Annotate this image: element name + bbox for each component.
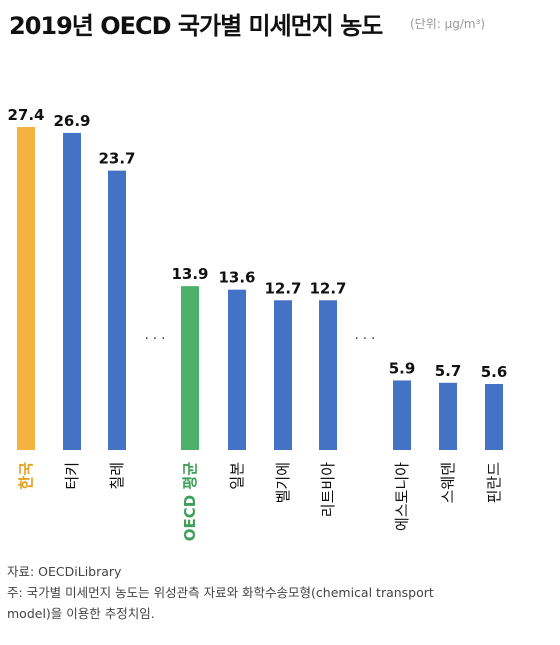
bar-1 xyxy=(17,127,35,450)
source-note: 자료: OECDiLibrary 주: 국가별 미세먼지 농도는 위성관측 자료… xyxy=(7,561,552,624)
value-label-2: 26.9 xyxy=(53,112,90,130)
value-label-10: 5.6 xyxy=(481,363,508,381)
gap-ellipsis-1: · · · xyxy=(145,332,166,347)
value-label-3: 23.7 xyxy=(98,150,135,168)
category-label-3: 칠레 xyxy=(108,462,126,490)
bar-2 xyxy=(63,132,81,450)
value-label-4: 13.9 xyxy=(171,265,208,283)
bar-9 xyxy=(439,382,457,450)
source-text: 자료: OECDiLibrary xyxy=(7,564,122,579)
unit-label: (단위: μg/m³) xyxy=(410,17,486,31)
category-label-7: 리트비아 xyxy=(319,462,337,517)
category-label-8: 에스토니아 xyxy=(393,462,411,531)
bar-5 xyxy=(228,289,246,450)
bar-3 xyxy=(108,170,126,450)
bar-7 xyxy=(319,300,337,450)
category-label-5: 일본 xyxy=(228,462,246,490)
bar-8 xyxy=(393,380,411,450)
value-label-9: 5.7 xyxy=(435,362,462,380)
bar-4 xyxy=(181,286,199,450)
note-line-2: model)을 이용한 추정치임. xyxy=(7,606,155,621)
value-label-5: 13.6 xyxy=(218,269,255,287)
category-label-10: 핀란드 xyxy=(485,462,503,504)
gap-ellipsis-2: · · · xyxy=(355,332,376,347)
category-label-4: OECD 평균 xyxy=(181,462,199,541)
bar-10 xyxy=(485,383,503,450)
bar-6 xyxy=(274,300,292,450)
note-line-1: 주: 국가별 미세먼지 농도는 위성관측 자료와 화학수송모형(chemical… xyxy=(7,585,434,600)
value-label-7: 12.7 xyxy=(309,279,346,297)
bar-chart: 27.4 한국 26.9 터키 23.7 칠레 13.9 OECD 평균 13.6 일본 12.7 벨… xyxy=(7,106,508,541)
value-label-6: 12.7 xyxy=(264,279,301,297)
chart-title: 2019년 OECD 국가별 미세먼지 농도 xyxy=(9,12,383,40)
category-label-1: 한국 xyxy=(17,462,35,490)
value-label-1: 27.4 xyxy=(7,106,44,124)
category-label-9: 스웨덴 xyxy=(439,462,457,503)
category-label-2: 터키 xyxy=(63,462,81,490)
value-label-8: 5.9 xyxy=(389,359,416,377)
category-label-6: 벨기에 xyxy=(274,462,292,503)
